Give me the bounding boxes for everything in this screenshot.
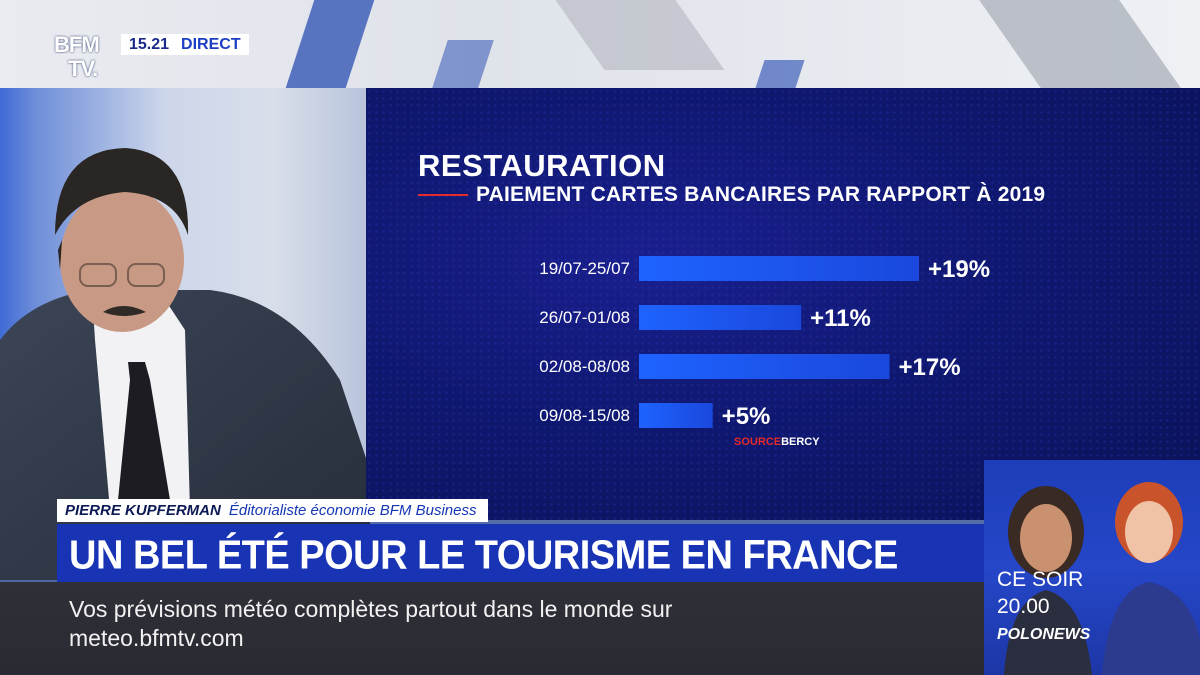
bar — [639, 256, 919, 281]
guest-name-bar: PIERRE KUPFERMAN Éditorialiste économie … — [57, 499, 489, 522]
category-label: 19/07-25/07 — [539, 259, 630, 278]
chart-subtitle: PAIEMENT CARTES BANCAIRES PAR RAPPORT À … — [476, 183, 1046, 206]
guest-role: Éditorialiste économie BFM Business — [228, 502, 477, 519]
logo-text: BFM — [54, 32, 100, 57]
category-label: 09/08-15/08 — [539, 406, 630, 425]
source-value: BERCY — [781, 436, 820, 448]
logo-text: TV. — [68, 56, 98, 81]
ticker-text: Vos prévisions météo complètes partout d… — [69, 596, 673, 622]
value-label: +19% — [928, 256, 990, 283]
promo-brand: POLONEWS — [997, 626, 1091, 643]
promo-line: CE SOIR — [997, 568, 1084, 591]
value-label: +5% — [722, 403, 771, 430]
ticker-text: meteo.bfmtv.com — [69, 625, 244, 651]
news-ticker: Vos prévisions météo complètes partout d… — [0, 582, 984, 675]
time-badge: 15.21 DIRECT — [121, 34, 249, 55]
channel-logo: BFM TV. — [52, 32, 118, 86]
source-label: SOURCE — [734, 436, 782, 448]
category-label: 26/07-01/08 — [539, 308, 630, 327]
title-accent-line — [418, 194, 468, 196]
chart-title: RESTAURATION — [418, 148, 666, 183]
value-label: +17% — [899, 354, 961, 381]
program-promo: CE SOIR 20.00 POLONEWS — [984, 460, 1200, 675]
promo-time: 20.00 — [997, 595, 1050, 618]
bar — [639, 354, 890, 379]
bar-chart: 19/07-25/07 +19% 26/07-01/08 +11% 02/08-08/0… — [539, 256, 990, 430]
guest-name: PIERRE KUPFERMAN — [65, 502, 221, 519]
clock-time: 15.21 — [129, 36, 170, 53]
source-note: SOURCEBERCY — [734, 436, 820, 448]
bar — [639, 403, 713, 428]
live-label: DIRECT — [181, 36, 241, 53]
chart-panel: RESTAURATION PAIEMENT CARTES BANCAIRES P… — [366, 88, 1200, 520]
value-label: +11% — [810, 305, 871, 332]
headline-text: UN BEL ÉTÉ POUR LE TOURISME EN FRANCE — [69, 533, 898, 579]
presenters-image — [1004, 482, 1200, 675]
bar — [639, 305, 802, 330]
category-label: 02/08-08/08 — [539, 357, 630, 376]
headline-bar: UN BEL ÉTÉ POUR LE TOURISME EN FRANCE — [57, 524, 984, 582]
